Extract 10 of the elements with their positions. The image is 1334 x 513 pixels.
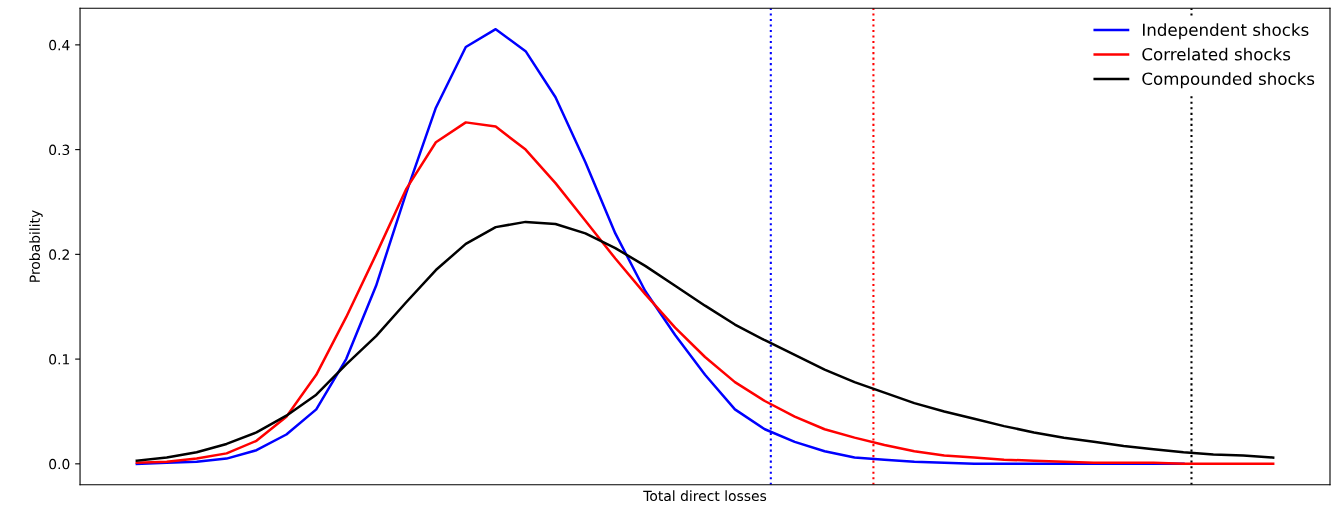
y-tick-label: 0.4 <box>49 39 70 51</box>
y-tick-label: 0.0 <box>49 458 70 470</box>
x-axis-title: Total direct losses <box>643 490 767 502</box>
legend-label: Independent shocks <box>1143 23 1309 40</box>
y-tick-label: 0.2 <box>49 249 69 260</box>
y-axis-title: Probability <box>29 210 43 282</box>
legend-label: Compounded shocks <box>1142 72 1315 89</box>
y-tick-label: 0.3 <box>49 144 70 156</box>
legend-label: Correlated shocks <box>1142 47 1291 61</box>
y-tick-label: 0.1 <box>49 354 70 365</box>
